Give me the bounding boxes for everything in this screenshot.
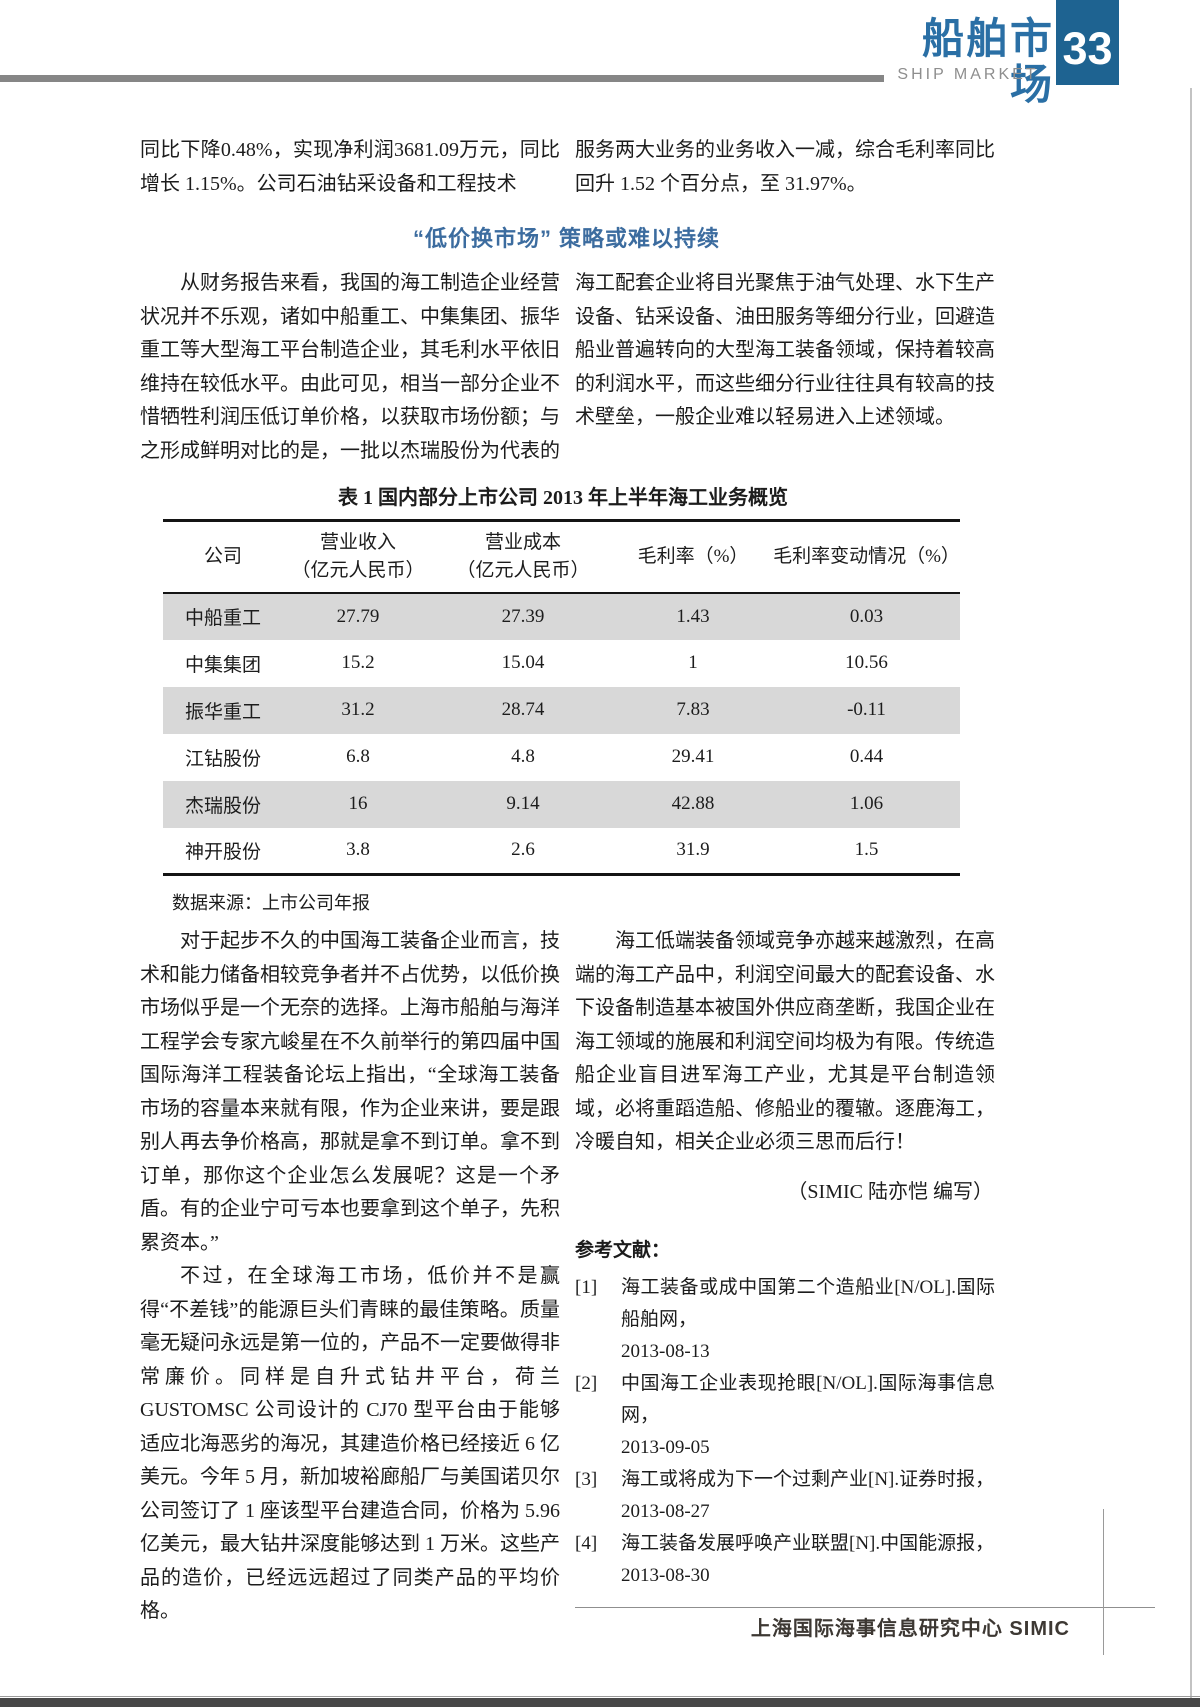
column-header: 毛利率（%）	[637, 545, 749, 567]
reference-text: 海工装备或成中国第二个造船业[N/OL].国际船舶网，	[621, 1276, 995, 1330]
table-cell: 1.5	[854, 839, 879, 861]
column-header: 营业收入 （亿元人民币）	[291, 531, 425, 581]
footer-text: 上海国际海事信息研究中心 SIMIC	[750, 1618, 1070, 1640]
column-header: 毛利率变动情况（%）	[773, 545, 960, 567]
table-cell: 1.06	[849, 793, 884, 814]
left-column-lower: 对于起步不久的中国海工装备企业而言，技术和能力储备相较竞争者并不占优势，以低价换…	[140, 925, 560, 1629]
table-cell: 9.14	[506, 793, 540, 814]
reference-item: [2] 中国海工企业表现抢眼[N/OL].国际海事信息网， 2013-09-05	[575, 1368, 995, 1464]
column-header: 营业成本 （亿元人民币）	[456, 531, 590, 581]
reference-label: [3]	[575, 1468, 598, 1490]
table-cell: 中船重工	[184, 608, 261, 629]
table-cell: 15.04	[501, 652, 545, 673]
paragraph-left-2: 对于起步不久的中国海工装备企业而言，技术和能力储备相较竞争者并不占优势，以低价换…	[140, 930, 560, 1254]
right-column-lower: 海工低端装备领域竞争亦越来越激烈，在高端的海工产品中，利润空间最大的配套设备、水…	[575, 925, 995, 1592]
references-list: [1] 海工装备或成中国第二个造船业[N/OL].国际船舶网， 2013-08-13…	[575, 1272, 995, 1592]
table-title: 表 1 国内部分上市公司 2013 年上半年海工业务概览	[338, 487, 788, 509]
paragraph-left-3: 不过，在全球海工市场，低价并不是赢得“不差钱”的能源巨头们青睐的最佳策略。质量毫…	[140, 1265, 560, 1622]
table-header: 公司 营业收入 （亿元人民币） 营业成本 （亿元人民币） 毛利率（%） 毛利率变动情况（%）	[163, 520, 960, 593]
table-body: 中船重工 27.79 27.39 1.43 0.03 中集集团 15.2 15.04 1 10.5…	[163, 592, 960, 875]
table-cell: 3.8	[346, 839, 370, 861]
reference-label: [1]	[575, 1276, 598, 1298]
table-cell: 10.56	[845, 652, 888, 673]
table-cell: 7.83	[676, 699, 710, 720]
article-heading: “低价换市场” 策略或难以持续	[412, 226, 721, 251]
table-cell: 15.2	[341, 652, 375, 673]
table-cell: 江钻股份	[184, 748, 261, 770]
table-header-row: 公司 营业收入 （亿元人民币） 营业成本 （亿元人民币） 毛利率（%） 毛利率变动情况（%）	[163, 520, 960, 593]
reference-text: 海工装备发展呼唤产业联盟[N].中国能源报，	[621, 1532, 995, 1554]
table-cell: 31.2	[341, 699, 375, 720]
table-cell: 42.88	[671, 793, 715, 814]
reference-text: 中国海工企业表现抢眼[N/OL].国际海事信息网，	[621, 1372, 995, 1426]
reference-date: 2013-08-13	[621, 1340, 710, 1362]
table-cell: 杰瑞股份	[184, 795, 261, 817]
table-source-note: 数据来源：上市公司年报	[172, 893, 370, 913]
reference-date: 2013-08-27	[621, 1500, 710, 1522]
byline: （SIMIC 陆亦恺 编写）	[787, 1180, 993, 1203]
table-cell: 28.74	[501, 699, 545, 720]
table-cell: 振华重工	[184, 701, 261, 723]
table-cell: 6.8	[346, 746, 370, 767]
section-title: 船舶市场	[921, 15, 1054, 108]
table-cell: 1.43	[676, 605, 710, 627]
table-cell: -0.11	[847, 699, 886, 720]
table-cell: 4.8	[511, 746, 535, 767]
table-cell: 0.03	[849, 605, 884, 627]
intro-paragraph-left: 同比下降0.48%，实现净利润3681.09万元，同比增长 1.15%。公司石油…	[140, 139, 560, 195]
table-row: 江钻股份 6.8 4.8 29.41 0.44	[163, 734, 960, 781]
table-row: 中集集团 15.2 15.04 1 10.56	[163, 640, 960, 687]
reference-label: [2]	[575, 1372, 598, 1394]
paragraph-right-2: 海工低端装备领域竞争亦越来越激烈，在高端的海工产品中，利润空间最大的配套设备、水…	[575, 930, 995, 1153]
table-cell: 神开股份	[184, 841, 261, 863]
references-heading: 参考文献：	[575, 1239, 671, 1261]
paragraph-right-1: 海工配套企业将目光聚焦于油气处理、水下生产设备、钻采设备、油田服务等细分行业，回…	[575, 272, 995, 428]
footer-vertical-line	[1103, 1509, 1104, 1655]
table-cell: 中集集团	[184, 654, 261, 676]
offshore-business-table: 公司 营业收入 （亿元人民币） 营业成本 （亿元人民币） 毛利率（%） 毛利率变动情况（%）…	[163, 519, 960, 876]
table-cell: 0.44	[849, 746, 884, 767]
column-header: 公司	[203, 545, 242, 567]
reference-item: [4] 海工装备发展呼唤产业联盟[N].中国能源报， 2013-08-30	[575, 1528, 995, 1592]
page-edge-bottom	[0, 1698, 1200, 1707]
table-row: 振华重工 31.2 28.74 7.83 -0.11	[163, 686, 960, 734]
table-cell: 27.39	[501, 605, 545, 627]
header-rule	[0, 75, 884, 82]
table-cell: 16	[348, 793, 368, 814]
page-edge-bottom-line	[0, 1696, 1200, 1697]
reference-item: [1] 海工装备或成中国第二个造船业[N/OL].国际船舶网， 2013-08-13	[575, 1272, 995, 1368]
table-cell: 27.79	[336, 605, 380, 627]
page-edge-right	[1190, 88, 1192, 1699]
intro-paragraph-right: 服务两大业务的业务收入一减，综合毛利率同比回升 1.52 个百分点，至 31.9…	[575, 139, 995, 195]
table-cell: 2.6	[511, 839, 535, 861]
footer-rule	[575, 1607, 1155, 1608]
reference-text: 海工或将成为下一个过剩产业[N].证券时报，	[621, 1468, 995, 1490]
table-cell: 31.9	[676, 839, 710, 861]
page-number-badge: 33	[1056, 0, 1119, 85]
reference-date: 2013-08-30	[621, 1564, 710, 1586]
table-cell: 1	[688, 652, 698, 673]
paragraph-left-1: 从财务报告来看，我国的海工制造企业经营状况并不乐观，诸如中船重工、中集集团、振华…	[140, 272, 560, 462]
reference-date: 2013-09-05	[621, 1436, 710, 1458]
reference-label: [4]	[575, 1532, 598, 1554]
table-cell: 29.41	[671, 746, 715, 767]
reference-item: [3] 海工或将成为下一个过剩产业[N].证券时报， 2013-08-27	[575, 1464, 995, 1528]
table-row: 中船重工 27.79 27.39 1.43 0.03	[163, 592, 960, 640]
section-subtitle: SHIP MARKET	[897, 66, 1039, 83]
table-row: 神开股份 3.8 2.6 31.9 1.5	[163, 828, 960, 875]
table-row: 杰瑞股份 16 9.14 42.88 1.06	[163, 780, 960, 828]
